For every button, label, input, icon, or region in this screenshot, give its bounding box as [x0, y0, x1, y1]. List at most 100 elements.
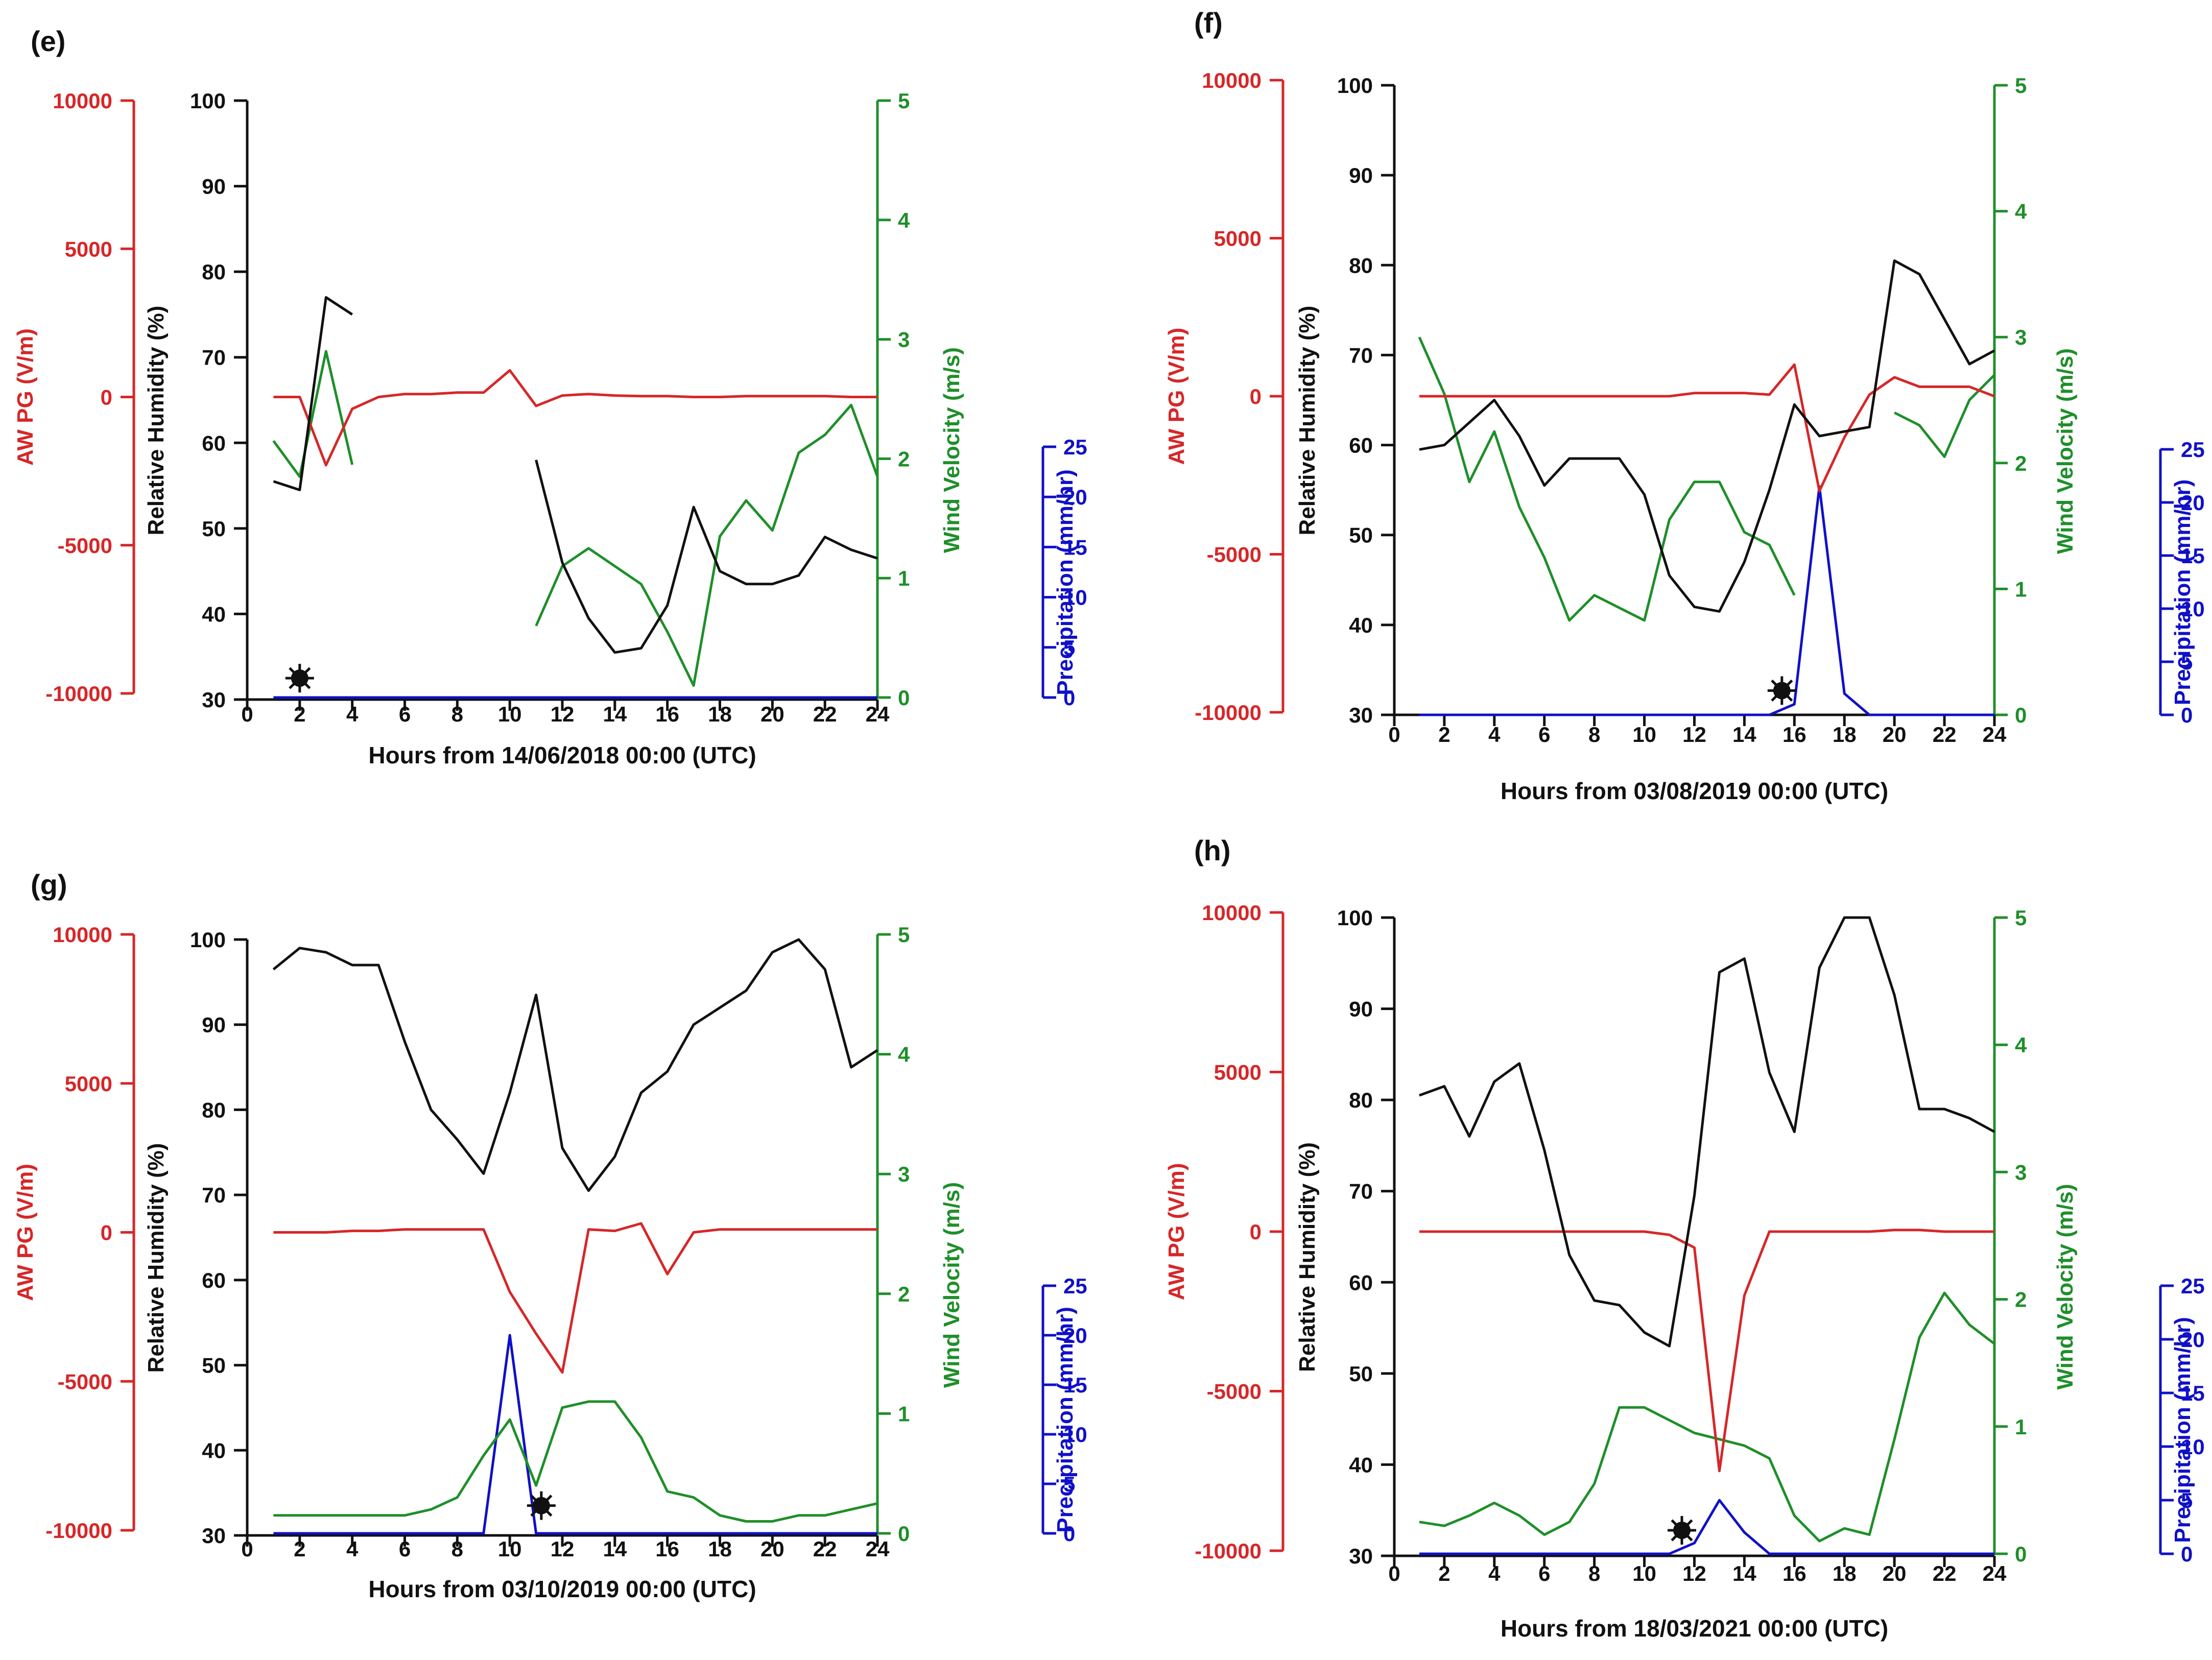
rh-tick-label: 80: [1349, 1088, 1373, 1112]
wind-tick-label: 1: [898, 566, 910, 590]
x-axis-title: Hours from 03/08/2019 00:00 (UTC): [1501, 778, 1888, 804]
x-tick-label: 16: [1782, 723, 1806, 747]
apg-tick-label: -10000: [45, 682, 112, 706]
x-tick-label: 16: [1782, 1561, 1806, 1585]
apg-tick-label: 0: [101, 386, 112, 410]
x-axis-title: Hours from 03/10/2019 00:00 (UTC): [368, 1576, 756, 1602]
apg-line: [273, 369, 877, 467]
precipitation-line: [273, 1334, 877, 1535]
precip-tick-label: 10: [1063, 1423, 1087, 1447]
precip-tick-label: 20: [1063, 1324, 1087, 1348]
precip-axis-title: Precipitation (mm/hr): [2170, 1317, 2195, 1543]
panel-label: (h): [1194, 834, 1231, 867]
precip-axis-title: Precipitation (mm/hr): [1053, 1307, 1078, 1533]
rh-tick-label: 60: [202, 1268, 226, 1292]
precip-tick-label: 5: [1063, 636, 1075, 660]
wind-tick-label: 2: [2015, 451, 2027, 475]
x-tick-label: 22: [813, 1537, 837, 1561]
precip-tick-label: 5: [2181, 650, 2193, 674]
marker-core: [291, 669, 308, 687]
rh-tick-label: 50: [202, 1354, 226, 1378]
precip-tick-label: 5: [2181, 1488, 2193, 1512]
x-tick-label: 18: [1833, 723, 1857, 747]
rh-tick-label: 90: [1349, 163, 1373, 187]
apg-tick-label: 10000: [53, 89, 112, 113]
precip-tick-label: 0: [2181, 1542, 2193, 1566]
rh-axis-title: Relative Humidity (%): [144, 306, 169, 536]
wind-tick-label: 3: [2015, 1160, 2027, 1184]
precip-tick-label: 10: [2181, 1435, 2205, 1459]
x-tick-label: 14: [603, 702, 627, 726]
precip-tick-label: 20: [1063, 485, 1087, 509]
marker-core: [532, 1497, 550, 1514]
x-tick-label: 4: [346, 1537, 359, 1561]
apg-line: [1419, 1229, 1994, 1473]
rh-axis-title: Relative Humidity (%): [1295, 306, 1320, 536]
rh-tick-label: 90: [1349, 997, 1373, 1021]
x-tick-label: 14: [1732, 723, 1756, 747]
x-tick-label: 22: [1933, 1561, 1957, 1585]
wind-tick-label: 3: [2015, 325, 2027, 349]
rh-tick-label: 70: [202, 346, 226, 370]
relative-humidity-line: [535, 460, 878, 654]
wind-tick-label: 3: [898, 1162, 910, 1186]
rh-tick-label: 30: [202, 1524, 226, 1548]
precip-tick-label: 25: [1063, 1274, 1087, 1298]
wind-axis-title: Wind Velocity (m/s): [2053, 1184, 2078, 1389]
wind-tick-label: 2: [2015, 1288, 2027, 1312]
x-tick-label: 0: [241, 702, 253, 726]
panel-label: (g): [31, 869, 67, 901]
precip-tick-label: 20: [2181, 1328, 2205, 1352]
wind-tick-label: 4: [2015, 1033, 2027, 1057]
precip-tick-label: 20: [2181, 491, 2205, 515]
apg-tick-label: -5000: [58, 1369, 112, 1393]
x-tick-label: 8: [451, 1537, 463, 1561]
x-axis-title: Hours from 14/06/2018 00:00 (UTC): [368, 742, 756, 768]
x-tick-label: 16: [655, 702, 679, 726]
x-tick-label: 20: [1883, 1561, 1907, 1585]
x-tick-label: 12: [551, 702, 575, 726]
rh-tick-label: 40: [202, 602, 226, 626]
x-tick-label: 24: [866, 1537, 890, 1561]
wind-tick-label: 0: [898, 1522, 910, 1546]
rh-tick-label: 50: [1349, 523, 1373, 547]
rh-tick-label: 80: [1349, 253, 1373, 277]
apg-tick-label: 10000: [53, 923, 112, 947]
rh-tick-label: 50: [202, 517, 226, 541]
x-tick-label: 4: [346, 702, 359, 726]
apg-tick-label: 0: [1250, 1220, 1262, 1244]
x-tick-label: 12: [1682, 1561, 1706, 1585]
rh-tick-label: 100: [190, 89, 226, 113]
x-tick-label: 20: [760, 702, 784, 726]
x-tick-label: 4: [1488, 723, 1501, 747]
apg-axis-title: AW PG (V/m): [1164, 328, 1189, 465]
x-tick-label: 22: [813, 702, 837, 726]
wind-tick-label: 2: [898, 1282, 910, 1306]
wind-tick-label: 0: [2015, 1542, 2027, 1566]
x-tick-label: 10: [1632, 1561, 1656, 1585]
x-tick-label: 2: [1438, 723, 1450, 747]
apg-tick-label: 0: [1250, 384, 1262, 408]
x-tick-label: 22: [1933, 723, 1957, 747]
x-tick-label: 2: [1438, 1561, 1450, 1585]
apg-line: [273, 1222, 877, 1374]
rh-tick-label: 100: [190, 928, 226, 952]
rh-tick-label: 80: [202, 1098, 226, 1122]
rh-tick-label: 30: [1349, 1544, 1373, 1568]
wind-tick-label: 5: [2015, 74, 2027, 98]
apg-tick-label: -5000: [1207, 543, 1262, 567]
x-tick-label: 18: [1833, 1561, 1857, 1585]
relative-humidity-line: [1419, 916, 1995, 1348]
wind-tick-label: 4: [898, 1043, 910, 1067]
x-axis-title: Hours from 18/03/2021 00:00 (UTC): [1501, 1615, 1888, 1642]
wind-velocity-line: [272, 350, 354, 478]
rh-tick-label: 30: [202, 688, 226, 712]
x-tick-label: 2: [294, 702, 305, 726]
wind-tick-label: 0: [2015, 703, 2027, 727]
apg-tick-label: 0: [101, 1221, 112, 1245]
wind-tick-label: 4: [2015, 200, 2027, 224]
precip-tick-label: 5: [1063, 1472, 1075, 1496]
wind-tick-label: 4: [898, 208, 910, 232]
apg-tick-label: 5000: [1214, 1061, 1262, 1085]
x-tick-label: 10: [498, 702, 522, 726]
